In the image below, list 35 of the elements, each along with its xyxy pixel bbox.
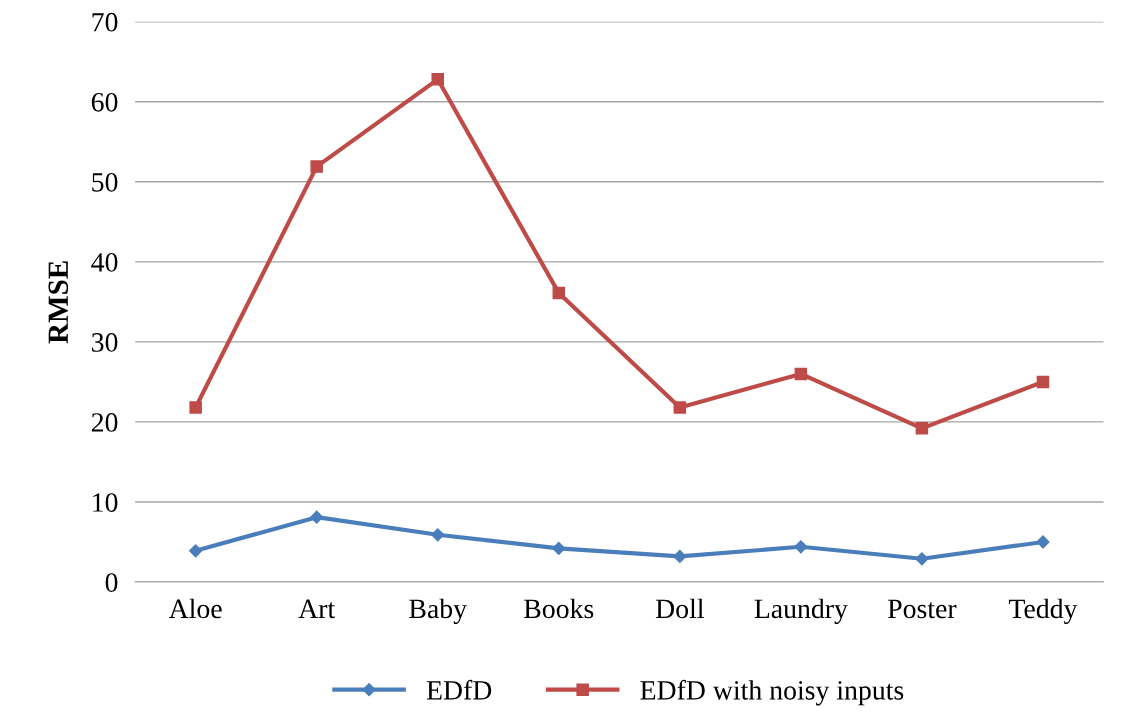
x-tick-label: Teddy <box>1008 598 1078 624</box>
y-tick-label: 20 <box>91 413 118 432</box>
y-tick-label: 10 <box>93 493 118 512</box>
point <box>673 401 687 414</box>
x-tick-label: Baby <box>409 598 467 624</box>
y-tick-label: 30 <box>92 333 118 352</box>
point <box>915 422 929 435</box>
point <box>794 540 808 554</box>
x-tick-label: Laundry <box>754 598 848 624</box>
y-tick-label: 50 <box>92 172 118 192</box>
point <box>552 541 566 555</box>
x-tick-label: Art <box>298 599 336 619</box>
y-tick-label: 60 <box>91 92 118 112</box>
legend-label: EDfD <box>426 679 492 700</box>
point <box>431 528 445 542</box>
point <box>1036 375 1050 389</box>
point <box>310 510 324 524</box>
point <box>310 160 323 173</box>
y-axis-title: RMSE <box>48 261 69 344</box>
y-tick-label: 0 <box>105 573 118 592</box>
x-tick-label: Books <box>524 598 594 619</box>
point <box>189 401 202 414</box>
point <box>552 286 566 300</box>
x-tick-label: Doll <box>655 598 704 619</box>
x-tick-label: Aloe <box>168 598 222 619</box>
point <box>189 544 203 558</box>
legend-label: EDfD with noisy inputs <box>640 679 904 706</box>
x-tick-label: Poster <box>887 599 957 619</box>
y-tick-label: 70 <box>92 12 118 32</box>
point <box>915 552 929 566</box>
y-tick-label: 40 <box>91 252 118 272</box>
point <box>431 73 444 86</box>
point <box>794 367 808 381</box>
point <box>1036 535 1050 549</box>
point <box>673 549 687 563</box>
